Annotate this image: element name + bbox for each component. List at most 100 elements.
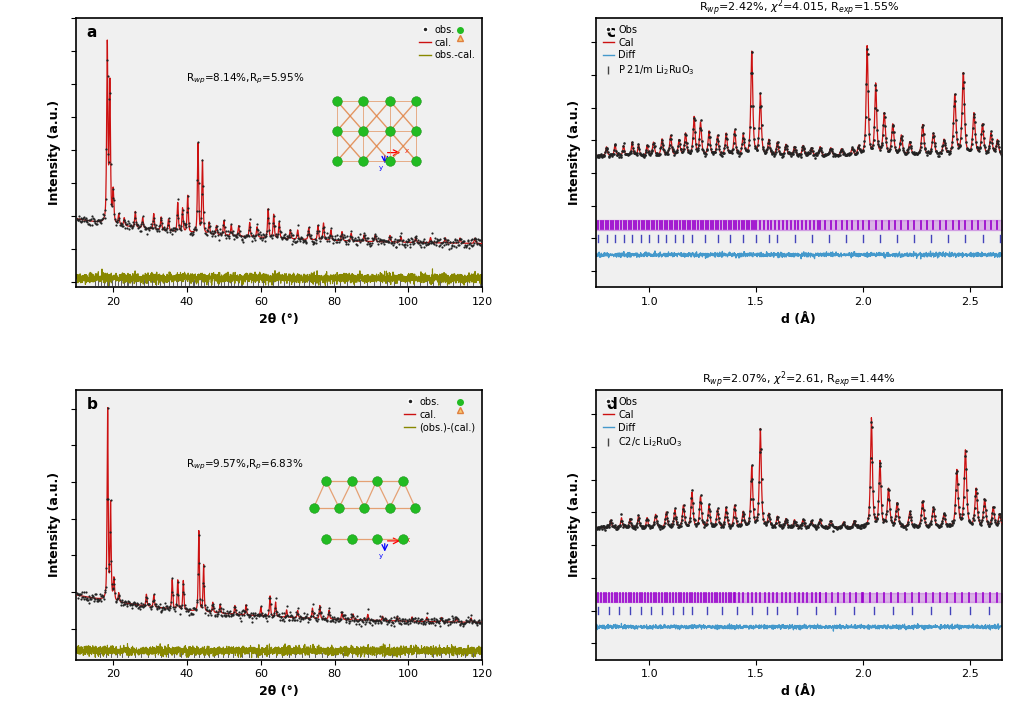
Point — [313, 231, 330, 242]
Point — [953, 133, 969, 144]
Point — [204, 599, 221, 610]
Point — [464, 616, 480, 627]
Point — [691, 139, 707, 150]
Point — [413, 237, 429, 248]
Point — [630, 142, 646, 153]
Point — [279, 233, 295, 245]
Point — [861, 129, 878, 140]
Point — [455, 620, 471, 632]
Point — [412, 235, 428, 247]
Point — [973, 128, 990, 140]
Point — [295, 613, 311, 625]
Point — [420, 615, 436, 627]
Point — [841, 522, 857, 533]
Point — [665, 515, 681, 526]
Point — [301, 614, 317, 625]
Point — [798, 148, 815, 159]
Point — [378, 235, 395, 246]
Point — [189, 175, 205, 186]
Point — [428, 237, 444, 248]
Point — [263, 611, 280, 622]
Point — [374, 611, 391, 622]
Point — [466, 615, 482, 627]
Point — [160, 602, 176, 613]
Point — [731, 148, 747, 160]
Point — [588, 149, 604, 160]
Point — [127, 599, 143, 610]
Point — [756, 513, 772, 524]
Point — [257, 610, 274, 621]
Point — [827, 521, 843, 533]
Point — [763, 518, 779, 530]
Point — [323, 612, 340, 623]
Point — [302, 232, 318, 243]
Point — [685, 123, 702, 134]
Point — [675, 503, 692, 515]
Point — [343, 232, 359, 243]
Point — [299, 230, 315, 241]
Point — [413, 613, 429, 625]
Point — [590, 523, 606, 534]
Point — [805, 520, 822, 531]
Point — [725, 511, 741, 523]
Point — [745, 122, 762, 133]
Point — [594, 520, 610, 532]
Point — [907, 520, 923, 531]
Point — [929, 145, 945, 157]
Point — [92, 593, 108, 605]
Point — [886, 126, 902, 138]
Point — [803, 515, 820, 527]
Point — [754, 134, 770, 145]
Point — [279, 600, 295, 612]
Point — [824, 519, 840, 530]
Point — [735, 508, 752, 520]
Point — [883, 134, 899, 145]
Point — [908, 148, 924, 159]
Point — [830, 149, 846, 160]
Point — [164, 573, 180, 584]
Point — [386, 237, 403, 249]
Point — [789, 520, 805, 531]
Point — [442, 618, 459, 630]
Point — [339, 237, 355, 248]
Point — [278, 232, 294, 243]
Point — [123, 221, 139, 232]
Point — [614, 145, 631, 157]
Point — [657, 513, 673, 525]
Point — [427, 613, 443, 625]
Point — [896, 521, 912, 533]
Point — [454, 236, 470, 247]
Point — [296, 235, 312, 247]
Point — [125, 597, 141, 609]
Point — [445, 612, 462, 624]
Point — [356, 227, 372, 239]
Point — [618, 149, 635, 160]
Point — [304, 605, 320, 617]
Point — [330, 612, 346, 623]
Point — [462, 613, 478, 625]
Point — [735, 133, 752, 145]
Point — [778, 515, 794, 526]
Point — [120, 595, 136, 607]
Point — [457, 242, 473, 253]
Point — [697, 518, 713, 530]
Point — [605, 520, 621, 531]
Point — [978, 146, 995, 158]
Point — [466, 615, 482, 626]
Point — [740, 515, 757, 527]
Point — [744, 493, 761, 505]
Point — [870, 125, 886, 136]
Point — [348, 238, 364, 250]
Point — [854, 145, 871, 156]
Point — [396, 617, 412, 629]
Point — [843, 521, 859, 533]
Point — [219, 605, 235, 617]
Point — [157, 224, 173, 235]
Point — [243, 607, 259, 619]
Point — [962, 145, 978, 156]
Point — [96, 593, 112, 605]
Point — [793, 519, 810, 530]
Point — [932, 147, 948, 158]
Point — [88, 595, 105, 607]
Point — [612, 148, 629, 160]
